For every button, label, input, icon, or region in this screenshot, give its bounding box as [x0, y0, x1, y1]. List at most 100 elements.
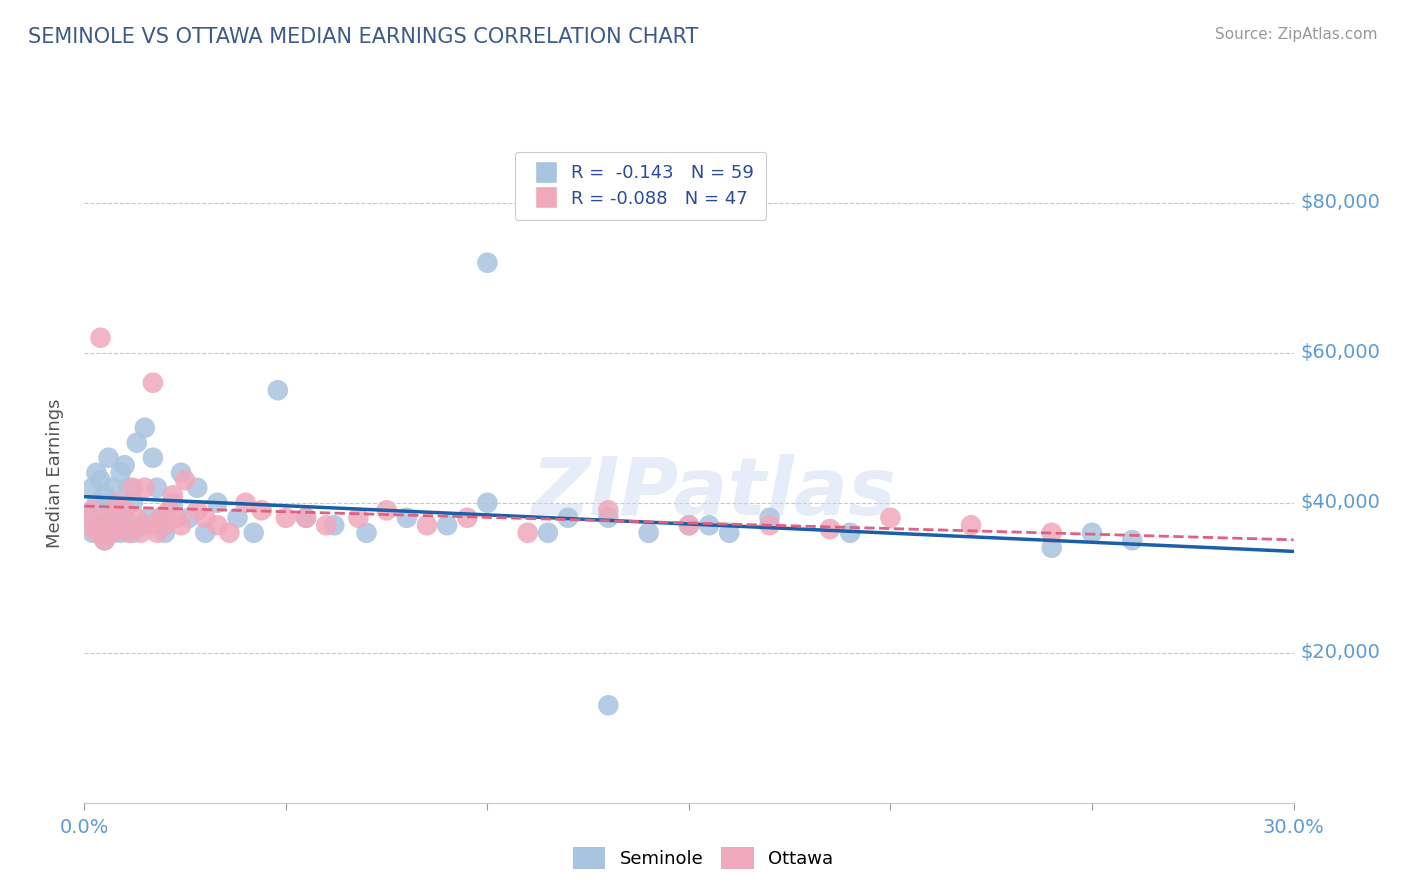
Point [537, 525, 560, 540]
Point [375, 503, 398, 517]
Text: Source: ZipAtlas.com: Source: ZipAtlas.com [1215, 27, 1378, 42]
Point [134, 481, 156, 495]
Point [678, 518, 700, 533]
Point [226, 510, 249, 524]
Point [242, 525, 264, 540]
Point [174, 473, 197, 487]
Point [557, 510, 579, 524]
Point [110, 466, 132, 480]
Text: ZIPatlas: ZIPatlas [530, 453, 896, 532]
Point [170, 518, 193, 533]
Point [101, 525, 124, 540]
Point [142, 376, 165, 390]
Legend: R =  -0.143   N = 59, R = -0.088   N = 47: R = -0.143 N = 59, R = -0.088 N = 47 [515, 152, 766, 220]
Text: $80,000: $80,000 [1301, 194, 1381, 212]
Point [323, 518, 346, 533]
Point [93, 533, 115, 548]
Point [77, 510, 100, 524]
Point [105, 496, 128, 510]
Point [153, 525, 176, 540]
Point [89, 518, 111, 533]
Point [678, 518, 700, 533]
Point [149, 510, 172, 524]
Point [86, 525, 108, 540]
Legend: Seminole, Ottawa: Seminole, Ottawa [564, 838, 842, 879]
Point [218, 525, 240, 540]
Point [274, 510, 297, 524]
Text: $20,000: $20,000 [1301, 643, 1381, 662]
Point [179, 510, 201, 524]
Point [516, 525, 538, 540]
Point [153, 518, 176, 533]
Point [89, 331, 111, 345]
Point [93, 488, 115, 502]
Point [162, 496, 184, 510]
Point [121, 496, 143, 510]
Point [110, 518, 132, 533]
Point [82, 503, 104, 517]
Point [598, 698, 620, 713]
Point [598, 510, 620, 524]
Point [718, 525, 741, 540]
Point [110, 525, 132, 540]
Point [637, 525, 659, 540]
Point [146, 481, 169, 495]
Point [77, 518, 100, 533]
Point [1040, 525, 1063, 540]
Point [186, 503, 208, 517]
Point [142, 450, 165, 465]
Point [138, 518, 160, 533]
Point [82, 525, 104, 540]
Point [295, 510, 318, 524]
Point [1121, 533, 1143, 548]
Point [295, 510, 318, 524]
Point [960, 518, 983, 533]
Point [89, 473, 111, 487]
Point [1081, 525, 1104, 540]
Point [125, 510, 148, 524]
Text: $60,000: $60,000 [1301, 343, 1381, 362]
Point [146, 525, 169, 540]
Point [101, 481, 124, 495]
Point [82, 481, 104, 495]
Point [101, 525, 124, 540]
Text: SEMINOLE VS OTTAWA MEDIAN EARNINGS CORRELATION CHART: SEMINOLE VS OTTAWA MEDIAN EARNINGS CORRE… [28, 27, 699, 46]
Point [121, 481, 143, 495]
Point [114, 458, 136, 473]
Point [114, 510, 136, 524]
Point [250, 503, 273, 517]
Point [138, 510, 160, 524]
Point [134, 421, 156, 435]
Point [395, 510, 418, 524]
Point [118, 525, 141, 540]
Y-axis label: Median Earnings: Median Earnings [45, 398, 63, 548]
Point [89, 518, 111, 533]
Point [758, 510, 780, 524]
Point [97, 510, 120, 524]
Point [315, 518, 337, 533]
Point [477, 256, 499, 270]
Point [758, 518, 780, 533]
Point [879, 510, 901, 524]
Point [129, 525, 152, 540]
Point [416, 518, 439, 533]
Point [86, 466, 108, 480]
Point [93, 533, 115, 548]
Point [194, 510, 217, 524]
Text: $40,000: $40,000 [1301, 493, 1381, 512]
Point [186, 481, 208, 495]
Point [105, 503, 128, 517]
Point [235, 496, 257, 510]
Point [121, 525, 143, 540]
Point [118, 481, 141, 495]
Point [97, 510, 120, 524]
Point [598, 503, 620, 517]
Point [267, 384, 290, 398]
Point [207, 496, 229, 510]
Point [839, 525, 862, 540]
Point [129, 518, 152, 533]
Point [347, 510, 370, 524]
Point [114, 503, 136, 517]
Point [456, 510, 478, 524]
Point [356, 525, 378, 540]
